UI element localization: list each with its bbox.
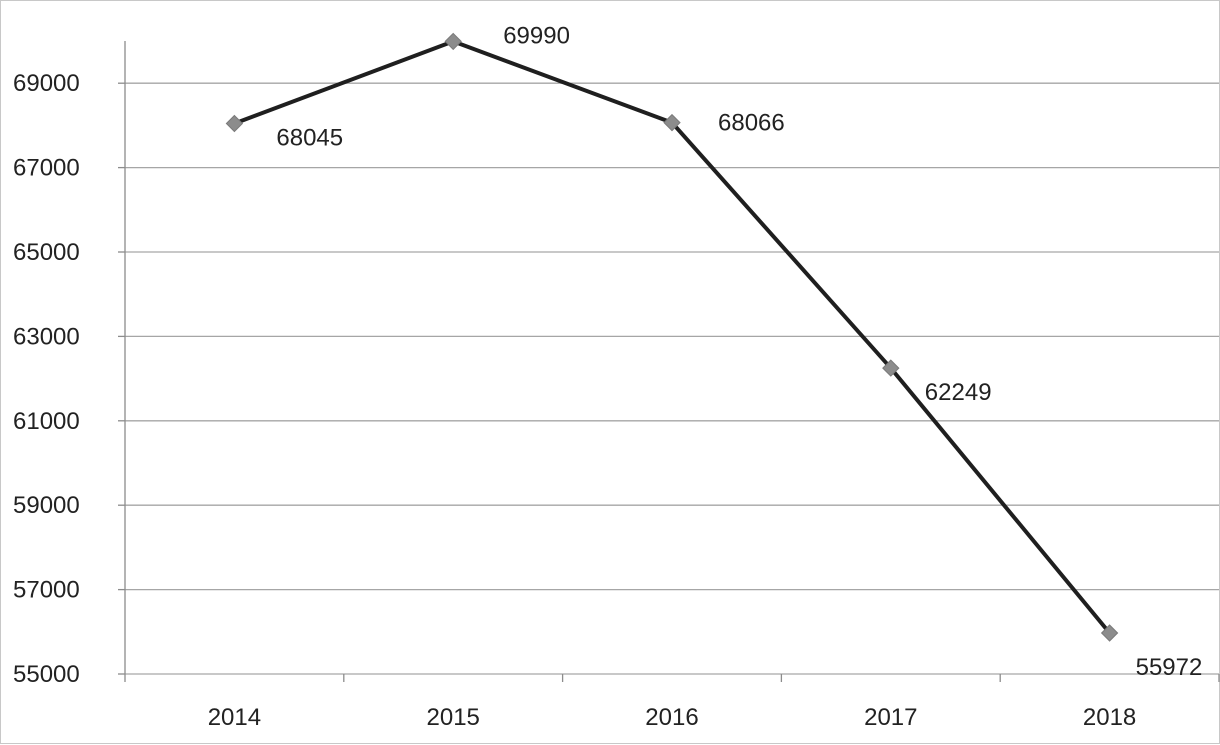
data-label: 62249 (925, 379, 992, 406)
x-tick-label: 2014 (208, 704, 261, 731)
data-point-marker (1100, 624, 1119, 642)
data-point-marker (444, 32, 462, 51)
series-markers (225, 32, 1119, 642)
y-tick-label: 57000 (13, 577, 80, 604)
x-tick-label: 2016 (645, 704, 698, 731)
data-label: 68045 (276, 125, 343, 152)
y-tick-label: 63000 (13, 323, 80, 350)
x-tick-label: 2018 (1083, 704, 1136, 731)
axes (118, 41, 1220, 682)
data-label: 68066 (718, 110, 785, 137)
data-label: 55972 (1136, 654, 1203, 681)
x-tick-label: 2015 (427, 704, 480, 731)
y-tick-label: 61000 (13, 408, 80, 435)
data-label: 69990 (503, 22, 570, 49)
data-point-marker (882, 359, 900, 377)
gridlines (125, 82, 1219, 675)
data-labels: 68045 69990 68066 62249 55972 (276, 22, 1202, 681)
data-point-marker (225, 114, 244, 133)
x-tick-label: 2017 (864, 704, 917, 731)
y-tick-label: 55000 (13, 661, 80, 688)
y-tick-label: 65000 (13, 239, 80, 266)
data-point-marker (663, 113, 681, 132)
y-axis-tick-labels: 55000 57000 59000 61000 63000 65000 67000 69000 (13, 70, 80, 688)
y-tick-label: 69000 (13, 70, 80, 97)
y-tick-label: 59000 (13, 492, 80, 519)
x-axis-tick-labels: 2014 2015 2016 2017 2018 (208, 704, 1137, 731)
y-tick-label: 67000 (13, 155, 80, 182)
